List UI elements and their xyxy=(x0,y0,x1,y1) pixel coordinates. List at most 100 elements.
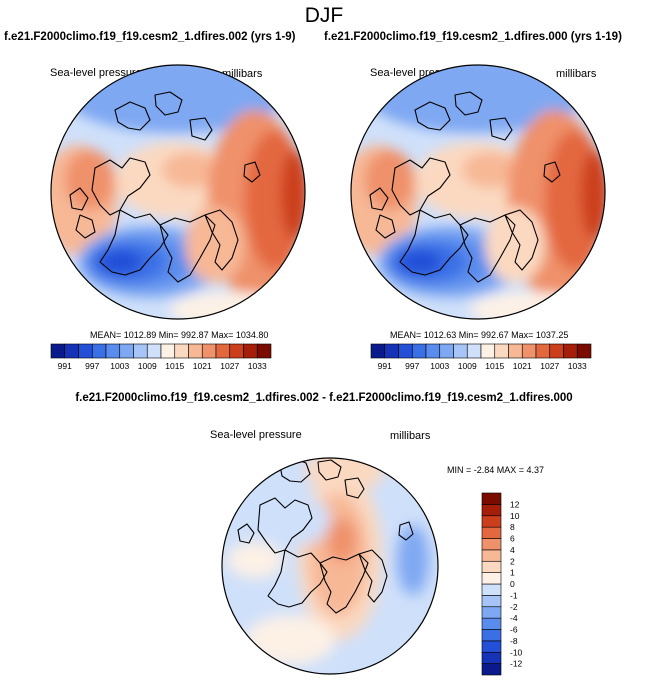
difference-colorbar-swatch xyxy=(481,572,502,585)
case-a-variable-label: Sea-level pressure xyxy=(50,67,142,79)
case-a-colorbar-tick-label: 1027 xyxy=(220,361,239,371)
case-a-colorbar-swatch xyxy=(201,343,217,359)
case-a-colorbar-swatch xyxy=(229,343,244,359)
case-b-colorbar-tick-label: 1009 xyxy=(458,361,477,371)
difference-colorbar-tick-label: -6 xyxy=(510,625,518,635)
case-b-colorbar-swatch xyxy=(453,343,468,359)
case-b-colorbar: 991 997 1003 1009 1015 1021 1027 1033 xyxy=(370,343,592,371)
difference-units-label: millibars xyxy=(390,430,431,442)
case-a-colorbar-swatch xyxy=(105,343,121,359)
case-b-colorbar-swatch xyxy=(425,343,441,359)
case-b-colorbar-tick-label: 991 xyxy=(378,361,392,371)
case-b-colorbar-swatch xyxy=(521,343,537,359)
difference-colorbar-tick-label: -12 xyxy=(510,659,523,669)
difference-colorbar-swatch xyxy=(481,538,502,551)
case-a-colorbar-tick-label: 991 xyxy=(58,361,72,371)
difference-colorbar-swatch xyxy=(481,640,502,653)
case-b-map xyxy=(350,64,606,320)
case-a-colorbar-swatch xyxy=(243,343,258,359)
case-a-colorbar: 991 997 1003 1009 1015 1021 1027 1033 xyxy=(50,343,272,371)
case-b-colorbar-swatch xyxy=(398,343,413,359)
case-b-colorbar-swatch xyxy=(411,343,427,359)
case-b-colorbar-tick-label: 997 xyxy=(405,361,419,371)
difference-colorbar-tick-label: 8 xyxy=(510,522,515,532)
case-a-colorbar-swatch xyxy=(256,343,272,359)
case-b-colorbar-tick-label: 1015 xyxy=(485,361,504,371)
difference-coastlines xyxy=(237,458,414,614)
difference-colorbar-swatch xyxy=(481,492,502,505)
difference-colorbar-swatch xyxy=(481,526,502,539)
difference-colorbar-tick-label: -4 xyxy=(510,613,518,623)
case-a-colorbar-swatch xyxy=(50,343,66,359)
difference-title: f.e21.F2000climo.f19_f19.cesm2_1.dfires.… xyxy=(75,392,573,404)
case-a-title: f.e21.F2000climo.f19_f19.cesm2_1.dfires.… xyxy=(4,31,296,43)
case-a-colorbar-swatch xyxy=(91,343,107,359)
difference-colorbar-swatch xyxy=(481,560,502,573)
difference-variable-label: Sea-level pressure xyxy=(210,429,302,441)
difference-colorbar-tick-label: -1 xyxy=(510,590,518,600)
case-b-colorbar-swatch xyxy=(576,343,592,359)
case-b-colorbar-tick-label: 1021 xyxy=(513,361,532,371)
difference-colorbar-tick-label: -10 xyxy=(510,647,523,657)
difference-map xyxy=(221,457,439,675)
case-b-colorbar-swatch xyxy=(480,343,496,359)
figure-title: DJF xyxy=(304,4,344,27)
case-b-stats: MEAN= 1012.63 Min= 992.67 Max= 1037.25 xyxy=(390,330,569,340)
difference-colorbar-swatch xyxy=(481,606,502,619)
case-b-colorbar-swatch xyxy=(549,343,564,359)
case-a-colorbar-swatch xyxy=(64,343,79,359)
case-a-colorbar-swatch xyxy=(174,343,189,359)
difference-colorbar-swatch xyxy=(481,583,502,596)
case-b-colorbar-swatch xyxy=(466,343,482,359)
case-b-colorbar-swatch xyxy=(439,343,454,359)
case-a-colorbar-swatch xyxy=(133,343,148,359)
case-a-colorbar-swatch xyxy=(215,343,231,359)
case-a-colorbar-tick-label: 1003 xyxy=(110,361,129,371)
case-a-colorbar-tick-label: 1009 xyxy=(138,361,157,371)
case-a-coastlines xyxy=(69,91,261,283)
difference-colorbar-swatch xyxy=(481,504,502,517)
difference-colorbar-tick-label: 4 xyxy=(510,545,515,555)
case-a-map xyxy=(50,64,306,320)
difference-colorbar-swatch xyxy=(481,629,502,642)
difference-stats: MIN = -2.84 MAX = 4.37 xyxy=(447,465,545,475)
difference-colorbar-tick-label: -8 xyxy=(510,636,518,646)
case-b-colorbar-tick-label: 1033 xyxy=(568,361,587,371)
difference-colorbar-tick-label: 10 xyxy=(510,511,520,521)
case-b-colorbar-swatch xyxy=(370,343,386,359)
case-b-colorbar-tick-label: 1027 xyxy=(540,361,559,371)
case-a-colorbar-swatch xyxy=(146,343,162,359)
case-b-colorbar-tick-label: 1003 xyxy=(430,361,449,371)
case-b-title: f.e21.F2000climo.f19_f19.cesm2_1.dfires.… xyxy=(324,31,622,43)
case-a-colorbar-tick-label: 1021 xyxy=(193,361,212,371)
case-b-units-label: millibars xyxy=(556,68,597,80)
case-a-colorbar-swatch xyxy=(160,343,176,359)
difference-colorbar-swatch xyxy=(481,515,502,528)
difference-colorbar-swatch xyxy=(481,595,502,608)
case-a-colorbar-tick-label: 1033 xyxy=(248,361,267,371)
difference-colorbar-swatch xyxy=(481,663,502,676)
case-a-colorbar-swatch xyxy=(119,343,134,359)
case-b-colorbar-swatch xyxy=(535,343,551,359)
case-a-colorbar-swatch xyxy=(188,343,203,359)
difference-colorbar-swatch xyxy=(481,549,502,562)
case-b-coastlines xyxy=(369,91,561,283)
case-a-colorbar-tick-label: 1015 xyxy=(165,361,184,371)
case-b-colorbar-swatch xyxy=(494,343,509,359)
difference-colorbar-tick-label: -2 xyxy=(510,602,518,612)
difference-colorbar-tick-label: 1 xyxy=(510,568,515,578)
case-b-colorbar-swatch xyxy=(563,343,578,359)
difference-colorbar-tick-label: 0 xyxy=(510,579,515,589)
case-a-colorbar-swatch xyxy=(78,343,93,359)
difference-colorbar-swatch xyxy=(481,617,502,630)
difference-colorbar-swatch xyxy=(481,651,502,664)
case-b-colorbar-swatch xyxy=(384,343,399,359)
case-a-stats: MEAN= 1012.89 Min= 992.87 Max= 1034.80 xyxy=(90,330,269,340)
case-b-colorbar-swatch xyxy=(508,343,523,359)
case-a-colorbar-tick-label: 997 xyxy=(85,361,99,371)
difference-colorbar-tick-label: 2 xyxy=(510,556,515,566)
difference-colorbar-tick-label: 6 xyxy=(510,534,515,544)
difference-colorbar-tick-label: 12 xyxy=(510,499,520,509)
